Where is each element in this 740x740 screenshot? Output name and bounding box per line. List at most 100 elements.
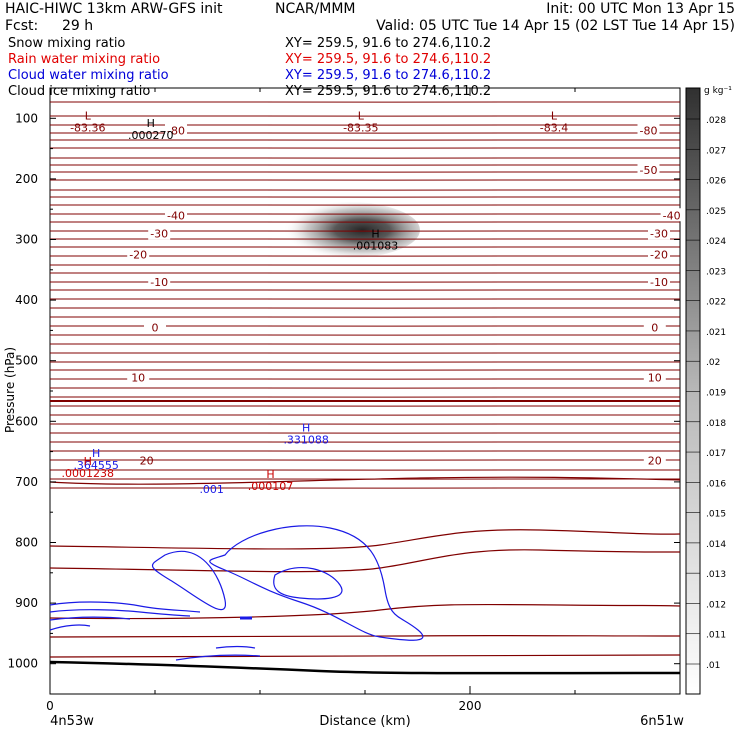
colorbar-tick-label: .015 xyxy=(706,510,726,520)
colorbar-tick-label: .014 xyxy=(706,540,726,550)
x-tick-label: 0 xyxy=(46,699,54,713)
isotherm-line xyxy=(49,272,681,274)
colorbar-tick-label: .024 xyxy=(706,237,726,247)
cloud-water-contour xyxy=(215,645,256,649)
temperature-label: -20 xyxy=(129,249,147,262)
colorbar-tick-label: .019 xyxy=(706,389,726,399)
isotherm-line xyxy=(49,529,681,550)
isotherm-line xyxy=(49,101,681,103)
isotherm-line xyxy=(49,325,681,327)
isotherm-line xyxy=(49,423,681,425)
y-tick-label: 200 xyxy=(15,172,38,186)
isotherm-line xyxy=(49,450,681,452)
isotherm-line xyxy=(49,289,681,291)
y-tick-label: 900 xyxy=(15,596,38,610)
isotherm-line xyxy=(49,469,681,471)
header-fcst-value: 29 h xyxy=(62,18,93,34)
isotherm-line xyxy=(49,255,681,257)
temperature-label-bg xyxy=(144,320,166,334)
isotherm-line xyxy=(49,164,681,166)
isotherm-line xyxy=(49,281,681,283)
extremum-mark: L xyxy=(85,109,92,122)
temperature-label-bg xyxy=(127,370,150,384)
isotherm-line xyxy=(49,307,681,309)
colorbar-tick-label: .026 xyxy=(706,177,726,187)
header-fcst-label: Fcst: xyxy=(5,18,38,34)
isotherm-line xyxy=(49,196,681,198)
temperature-label: -10 xyxy=(650,276,668,289)
isotherm-line xyxy=(49,396,681,398)
extremum-value: .000107 xyxy=(248,480,294,493)
isotherm-line xyxy=(49,441,681,443)
legend-field-xy: XY= 259.5, 91.6 to 274.6,110.2 xyxy=(285,52,491,67)
contour-value-label: .001 xyxy=(199,483,224,496)
extremum-value: .001083 xyxy=(353,240,399,253)
x-axis-label: Distance (km) xyxy=(319,714,410,729)
isotherm-line xyxy=(49,487,681,489)
colorbar-tick-label: .021 xyxy=(706,328,726,338)
colorbar-bar xyxy=(685,87,701,695)
extremum-mark: H xyxy=(84,455,92,468)
colorbar-tick-label: .027 xyxy=(706,146,726,156)
extremum-value: .000270 xyxy=(128,129,174,142)
isotherm-line xyxy=(49,124,681,126)
temperature-label: 0 xyxy=(651,321,658,334)
colorbar-unit: g kg⁻¹ xyxy=(704,86,732,96)
x-right-endpoint-label: 6n51w xyxy=(640,714,684,729)
temperature-label-bg xyxy=(637,123,660,137)
isotherm-line xyxy=(49,221,681,223)
isotherm-line xyxy=(49,334,681,336)
y-tick-label: 300 xyxy=(15,233,38,247)
legend-field-xy: XY= 259.5, 91.6 to 274.6,110.2 xyxy=(285,68,491,83)
temperature-label: -50 xyxy=(640,164,658,177)
y-tick-label: 400 xyxy=(15,293,38,307)
colorbar-tick-label: .023 xyxy=(706,267,726,277)
colorbar-tick-label: .028 xyxy=(706,116,726,126)
isotherm-line xyxy=(49,361,681,363)
extremum-value: -83.4 xyxy=(540,121,568,134)
temperature-label: -80 xyxy=(640,124,658,137)
x-axis: 0 20 0 xyxy=(46,88,681,713)
isotherm-line xyxy=(49,352,681,354)
legend-field-xy: XY= 259.5, 91.6 to 274.6,110.2 xyxy=(285,36,491,51)
y-axis-label: Pressure (hPa) xyxy=(3,347,17,433)
isotherm-line xyxy=(49,213,681,215)
extrema-labels: L-83.36L-83.35L-83.4H.000270H.001083H.33… xyxy=(62,109,569,493)
colorbar-tick-label: .022 xyxy=(706,298,726,308)
header-title: HAIC-HIWC 13km ARW-GFS init xyxy=(5,1,223,17)
extremum-mark: H xyxy=(371,228,379,241)
temperature-label-bg xyxy=(648,247,670,261)
isotherm-line xyxy=(49,264,681,266)
x-left-endpoint-label: 4n53w xyxy=(50,714,94,729)
cloud-water-contour xyxy=(209,525,424,641)
temperature-label-bg xyxy=(643,320,666,334)
isotherm-line xyxy=(49,405,681,407)
temperature-label: 20 xyxy=(648,455,662,468)
temperature-label-bg xyxy=(148,274,171,288)
extremum-mark: H xyxy=(92,447,100,460)
cloud-water-contour xyxy=(151,550,227,611)
temperature-label: 0 xyxy=(152,321,159,334)
isotherm-line xyxy=(49,414,681,416)
isotherm-line xyxy=(49,139,681,141)
header-init: Init: 00 UTC Mon 13 Apr 15 xyxy=(546,1,735,17)
temperature-label-bg xyxy=(165,208,187,222)
isotherm-line xyxy=(49,204,681,206)
isotherm-line xyxy=(49,230,681,232)
terrain-line xyxy=(49,660,681,675)
colorbar-tick-label: .018 xyxy=(706,419,726,429)
isotherm-line xyxy=(49,603,681,620)
colorbar-tick-label: .016 xyxy=(706,479,726,489)
isotherm-line xyxy=(49,157,681,159)
isotherm-line xyxy=(49,476,681,485)
cloud-water-contour xyxy=(49,616,131,621)
temperature-label-bg xyxy=(648,274,670,288)
field-legend: Snow mixing ratio XY= 259.5, 91.6 to 274.… xyxy=(8,36,491,99)
isotherm-line xyxy=(49,115,681,117)
temperature-label-bg xyxy=(643,453,666,467)
cloud-water-contour xyxy=(175,654,261,661)
colorbar-tick-label: .01 xyxy=(706,661,720,671)
isotherm-line xyxy=(49,549,681,573)
isotherm-line xyxy=(49,171,681,173)
